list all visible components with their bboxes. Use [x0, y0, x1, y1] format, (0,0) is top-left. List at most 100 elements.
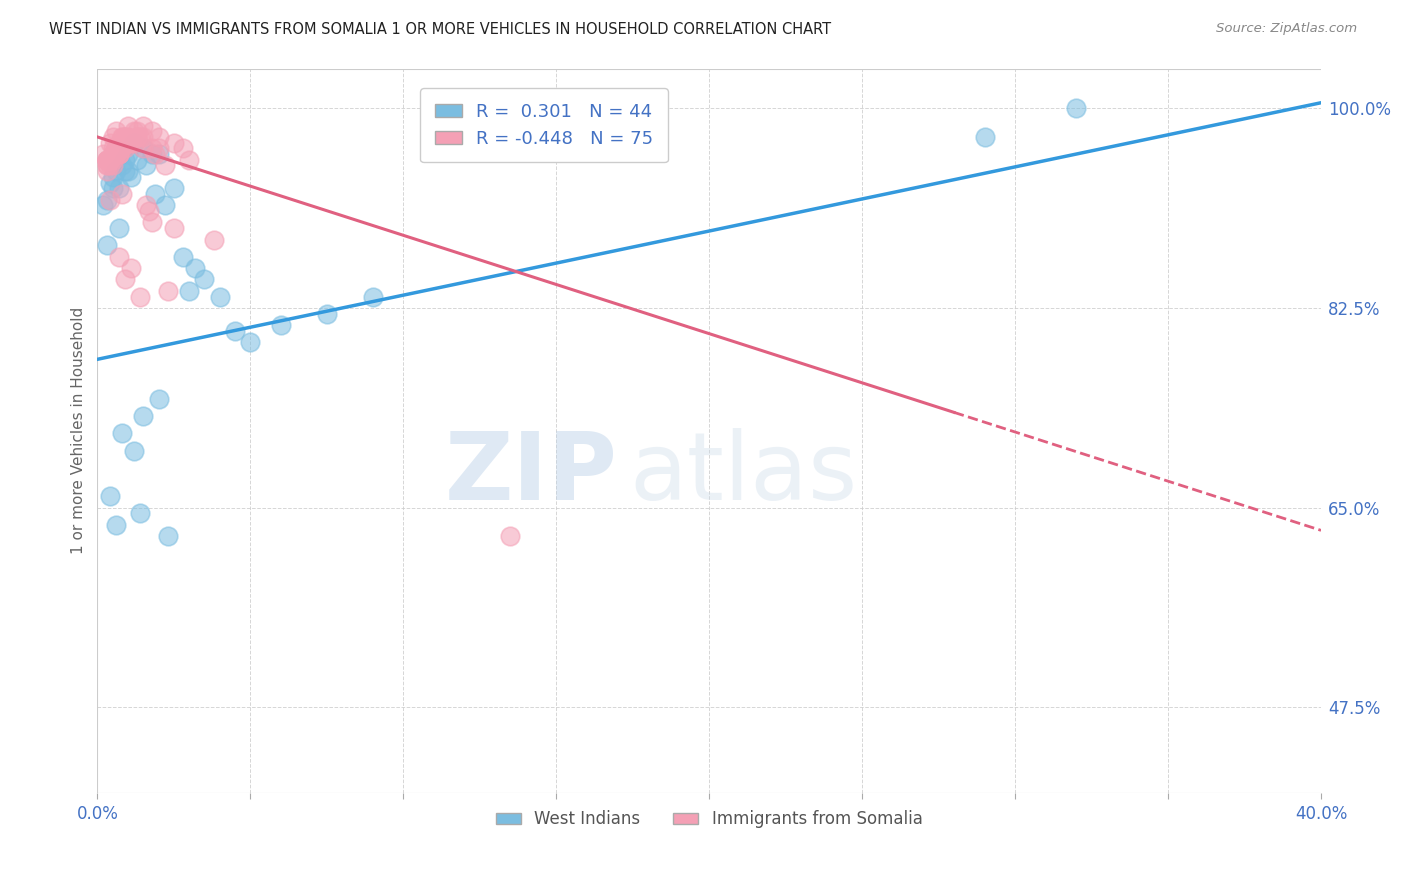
Point — [127, 130, 149, 145]
Point — [104, 517, 127, 532]
Y-axis label: 1 or more Vehicles in Household: 1 or more Vehicles in Household — [72, 307, 86, 554]
Point — [111, 186, 134, 201]
Point — [101, 141, 124, 155]
Point — [98, 153, 121, 167]
Point — [107, 147, 129, 161]
Point — [202, 233, 225, 247]
Point — [107, 147, 129, 161]
Text: ZIP: ZIP — [444, 428, 617, 520]
Point — [114, 130, 136, 145]
Point — [96, 153, 118, 167]
Point — [148, 130, 170, 145]
Point — [114, 141, 136, 155]
Point — [120, 136, 142, 150]
Point — [96, 164, 118, 178]
Point — [117, 130, 139, 145]
Point — [104, 147, 127, 161]
Point — [145, 147, 167, 161]
Point — [111, 426, 134, 441]
Point — [111, 141, 134, 155]
Point — [148, 147, 170, 161]
Point — [239, 335, 262, 350]
Point — [111, 130, 134, 145]
Point — [122, 443, 145, 458]
Point — [117, 136, 139, 150]
Point — [117, 136, 139, 150]
Point — [96, 158, 118, 172]
Point — [156, 529, 179, 543]
Point — [120, 261, 142, 276]
Point — [101, 181, 124, 195]
Point — [122, 124, 145, 138]
Point — [96, 153, 118, 167]
Point — [98, 153, 121, 167]
Text: atlas: atlas — [630, 428, 858, 520]
Point — [270, 318, 292, 332]
Point — [153, 158, 176, 172]
Point — [141, 141, 163, 155]
Point — [132, 409, 155, 424]
Point — [315, 307, 337, 321]
Point — [361, 290, 384, 304]
Point — [973, 130, 995, 145]
Point — [148, 392, 170, 407]
Point — [101, 147, 124, 161]
Point — [141, 124, 163, 138]
Point — [129, 130, 152, 145]
Point — [93, 198, 115, 212]
Point — [96, 158, 118, 172]
Point — [114, 130, 136, 145]
Point — [107, 250, 129, 264]
Point — [101, 147, 124, 161]
Point — [127, 130, 149, 145]
Point — [179, 153, 201, 167]
Point — [132, 119, 155, 133]
Point — [114, 153, 136, 167]
Point — [163, 181, 186, 195]
Point — [101, 169, 124, 184]
Point — [101, 130, 124, 145]
Point — [129, 290, 152, 304]
Point — [193, 272, 215, 286]
Point — [107, 141, 129, 155]
Point — [163, 136, 186, 150]
Point — [172, 250, 194, 264]
Point — [122, 136, 145, 150]
Point — [184, 261, 207, 276]
Point — [96, 153, 118, 167]
Point — [111, 158, 134, 172]
Point — [107, 136, 129, 150]
Point — [122, 136, 145, 150]
Point — [114, 136, 136, 150]
Point — [107, 221, 129, 235]
Point — [141, 215, 163, 229]
Point — [117, 164, 139, 178]
Point — [132, 141, 155, 155]
Point — [93, 147, 115, 161]
Point — [179, 284, 201, 298]
Point — [104, 141, 127, 155]
Point — [101, 158, 124, 172]
Point — [163, 221, 186, 235]
Point — [104, 164, 127, 178]
Point — [138, 204, 160, 219]
Point — [98, 136, 121, 150]
Point — [117, 147, 139, 161]
Point — [104, 124, 127, 138]
Point — [499, 529, 522, 543]
Point — [98, 158, 121, 172]
Point — [135, 198, 157, 212]
Legend: West Indians, Immigrants from Somalia: West Indians, Immigrants from Somalia — [489, 804, 929, 835]
Point — [96, 153, 118, 167]
Point — [107, 147, 129, 161]
Point — [104, 147, 127, 161]
Point — [117, 136, 139, 150]
Point — [120, 169, 142, 184]
Point — [208, 290, 231, 304]
Point — [153, 198, 176, 212]
Point — [135, 158, 157, 172]
Point — [156, 284, 179, 298]
Point — [172, 141, 194, 155]
Point — [132, 130, 155, 145]
Point — [96, 238, 118, 252]
